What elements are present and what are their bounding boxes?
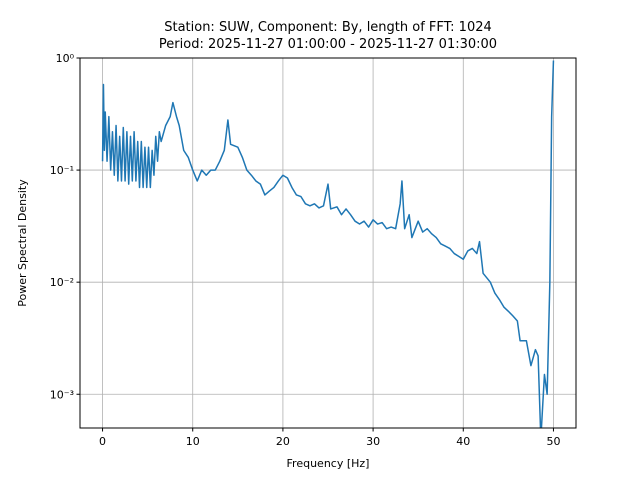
x-tick-label: 10 (186, 435, 200, 448)
x-axis-label: Frequency [Hz] (287, 457, 370, 470)
x-tick-label: 40 (456, 435, 470, 448)
x-tick-label: 50 (546, 435, 560, 448)
chart-title: Station: SUW, Component: By, length of F… (164, 20, 492, 35)
y-tick-label: 10⁻³ (50, 388, 74, 401)
grid (80, 57, 576, 428)
series-line (101, 60, 555, 428)
axes-frame (79, 57, 577, 429)
y-axis-label: Power Spectral Density (16, 179, 29, 307)
y-tick-label: 10⁻¹ (50, 164, 74, 177)
y-tick-label: 10⁰ (56, 52, 75, 65)
x-tick-label: 30 (366, 435, 380, 448)
x-tick-label: 20 (276, 435, 290, 448)
y-tick-label: 10⁻² (50, 276, 74, 289)
chart-subtitle: Period: 2025-11-27 01:00:00 - 2025-11-27… (159, 37, 497, 52)
x-tick-label: 0 (99, 435, 106, 448)
ticks: 0 10 20 30 40 50 10⁻³ 10⁻² 10⁻¹ 10⁰ (50, 52, 561, 448)
plot-area (101, 60, 555, 428)
